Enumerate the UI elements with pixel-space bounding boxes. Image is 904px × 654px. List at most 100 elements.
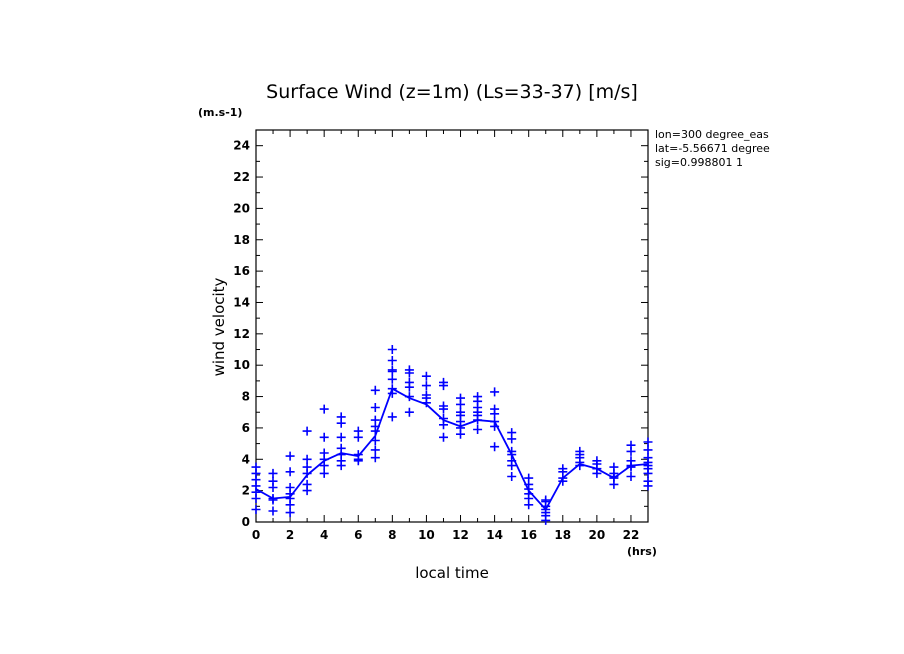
data-point [285, 500, 295, 510]
data-point [592, 468, 602, 478]
data-point [626, 446, 636, 456]
data-point [387, 374, 397, 384]
data-point [353, 432, 363, 442]
data-point [370, 385, 380, 395]
data-point [456, 429, 465, 439]
data-point [439, 420, 448, 430]
y-tick-label: 12 [233, 327, 250, 341]
plot-frame [255, 129, 649, 523]
data-point [268, 468, 278, 478]
data-point [490, 409, 500, 419]
data-point [421, 381, 431, 391]
data-point [490, 387, 500, 397]
data-point [370, 436, 380, 445]
data-point [285, 467, 295, 477]
data-point [404, 407, 414, 417]
x-tick-label: 6 [354, 528, 362, 542]
data-point [404, 392, 414, 402]
data-point [336, 461, 346, 471]
mean-line-layer [255, 387, 649, 512]
data-point [370, 403, 380, 412]
x-axis-unit: (hrs) [627, 545, 657, 558]
y-axis-label: wind velocity [210, 277, 228, 376]
y-tick-label: 2 [242, 484, 250, 498]
data-point [575, 461, 585, 471]
data-point [626, 472, 636, 481]
data-point [268, 483, 278, 492]
y-tick-label: 8 [242, 390, 250, 404]
y-tick-label: 24 [233, 139, 250, 153]
data-point [473, 425, 483, 434]
y-tick-label: 22 [233, 170, 250, 184]
data-point [319, 461, 329, 471]
data-point [302, 426, 312, 436]
data-point [370, 453, 380, 463]
data-point [302, 454, 312, 464]
data-point [370, 426, 380, 436]
data-point [353, 456, 363, 466]
y-tick-label: 18 [233, 233, 250, 247]
x-tick-label: 20 [589, 528, 606, 542]
x-tick-label: 12 [452, 528, 469, 542]
axis-ticks [255, 129, 649, 523]
info-line-lat: lat=-5.56671 degree [655, 142, 770, 155]
scatter-layer [251, 345, 653, 525]
data-point [643, 468, 653, 478]
data-point [336, 418, 346, 428]
y-tick-label: 0 [242, 515, 250, 529]
data-point [319, 468, 329, 478]
data-point [387, 388, 397, 398]
data-point [285, 451, 295, 461]
data-point [251, 505, 261, 514]
data-point [507, 461, 517, 471]
x-axis-label: local time [415, 564, 489, 582]
data-point [439, 432, 448, 442]
data-point [285, 508, 295, 518]
data-point [302, 486, 312, 496]
data-point [473, 415, 483, 425]
data-point [456, 399, 465, 409]
data-point [387, 412, 397, 422]
y-tick-label: 20 [233, 201, 250, 215]
data-point [268, 506, 278, 516]
y-tick-label: 10 [233, 358, 250, 372]
data-point [370, 445, 380, 455]
x-tick-label: 14 [486, 528, 503, 542]
data-point [524, 500, 534, 510]
y-tick-label: 14 [233, 295, 250, 309]
data-point [421, 371, 431, 381]
x-tick-label: 10 [418, 528, 435, 542]
data-point [404, 382, 414, 392]
data-point [507, 472, 517, 481]
data-point [404, 368, 414, 378]
y-tick-label: 6 [242, 421, 250, 435]
info-line-lon: lon=300 degree_eas [655, 128, 769, 141]
y-tick-label: 4 [242, 452, 250, 466]
x-tick-label: 0 [252, 528, 260, 542]
data-point [251, 494, 261, 503]
data-point [387, 345, 397, 354]
data-point [439, 381, 448, 391]
info-line-sig: sig=0.998801 1 [655, 156, 743, 169]
data-point [643, 437, 653, 447]
data-point [319, 432, 329, 442]
data-point [643, 481, 653, 491]
data-point [490, 442, 500, 452]
chart-title: Surface Wind (z=1m) (Ls=33-37) [m/s] [266, 81, 638, 103]
data-point [609, 479, 619, 489]
data-point [268, 495, 278, 505]
data-point [558, 476, 568, 486]
data-point [507, 434, 517, 444]
data-point [319, 404, 329, 414]
x-tick-label: 22 [623, 528, 640, 542]
data-point [643, 445, 653, 455]
data-point [387, 356, 397, 365]
data-point [439, 404, 448, 414]
x-tick-label: 4 [320, 528, 328, 542]
x-tick-label: 18 [554, 528, 571, 542]
data-point [541, 515, 551, 525]
data-point [421, 398, 431, 408]
